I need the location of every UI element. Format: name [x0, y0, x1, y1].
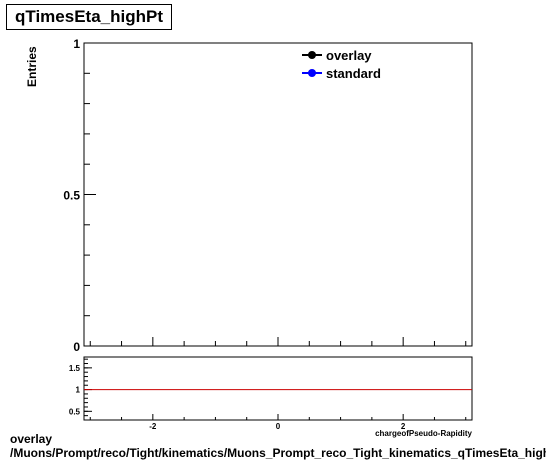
ratio-y-tick-label: 1.5	[69, 364, 81, 373]
ratio-y-tick-label: 1	[76, 386, 81, 395]
legend-label-standard: standard	[326, 66, 381, 81]
y-axis-title: Entries	[25, 46, 39, 87]
ratio-x-tick-label: 2	[401, 422, 406, 431]
chart-title: qTimesEta_highPt	[6, 4, 172, 30]
ratio-frame	[83, 356, 473, 421]
plot-frame	[83, 42, 473, 347]
y-tick-label: 0.5	[63, 189, 80, 203]
ratio-x-tick-label: 0	[276, 422, 281, 431]
footer-path: /Muons/Prompt/reco/Tight/kinematics/Muon…	[10, 446, 546, 460]
y-tick-label: 1	[73, 37, 80, 51]
ratio-x-tick-label: -2	[149, 422, 157, 431]
x-axis-title: chargeofPseudo-Rapidity	[375, 429, 472, 438]
main-plot: 0 0.5 1 Entries overlay standard	[25, 37, 473, 354]
legend-marker-overlay	[308, 51, 316, 59]
legend-marker-standard	[308, 69, 316, 77]
ratio-y-tick-label: 0.5	[69, 407, 81, 416]
footer-label: overlay	[10, 432, 53, 446]
y-tick-label: 0	[73, 340, 80, 354]
legend-label-overlay: overlay	[326, 48, 372, 63]
